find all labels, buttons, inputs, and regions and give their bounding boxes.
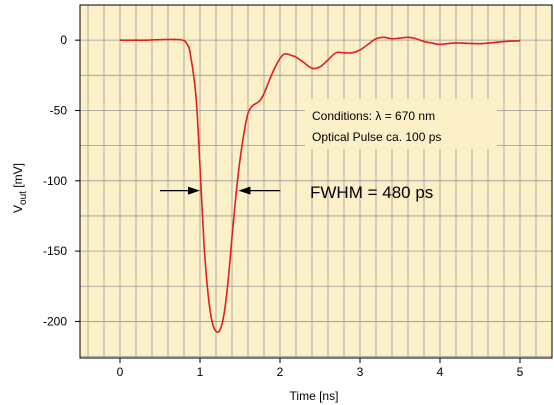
y-tick-label: -100: [43, 174, 67, 188]
plot-area: [80, 5, 552, 358]
y-tick-label: 0: [60, 33, 67, 47]
grid: [80, 5, 552, 358]
x-tick-label: 0: [117, 365, 124, 379]
plot-border: [79, 4, 553, 359]
x-tick-label: 4: [437, 365, 444, 379]
conditions-box: [305, 99, 497, 149]
conditions-line-1: Conditions: λ = 670 nm: [312, 109, 435, 123]
voltage-trace: [119, 36, 521, 333]
y-tick-label: -150: [43, 244, 67, 258]
y-axis-title-main: V: [11, 205, 25, 213]
x-tick-label: 1: [197, 365, 204, 379]
y-tick-label: -200: [43, 314, 67, 328]
y-tick-label: -50: [50, 103, 68, 117]
fwhm-label: FWHM = 480 ps: [310, 183, 433, 202]
fwhm-left-arrowhead: [188, 186, 200, 195]
x-axis-title: Time [ns]: [290, 389, 339, 403]
y-axis-title-sub: out: [18, 191, 29, 205]
axis-ticks: [75, 39, 521, 363]
fwhm-right-arrowhead: [238, 186, 251, 195]
y-tick-labels: 0 -50 -100 -150 -200: [43, 33, 67, 328]
x-tick-labels: 0 1 2 3 4 5: [117, 365, 524, 379]
y-axis-title: Vout [mV]: [11, 163, 29, 213]
conditions-line-2: Optical Pulse ca. 100 ps: [312, 130, 441, 144]
x-tick-label: 5: [517, 365, 524, 379]
x-tick-label: 2: [277, 365, 284, 379]
y-axis-title-unit: [mV]: [11, 163, 25, 191]
x-tick-label: 3: [357, 365, 364, 379]
fwhm-marker: [160, 186, 281, 195]
